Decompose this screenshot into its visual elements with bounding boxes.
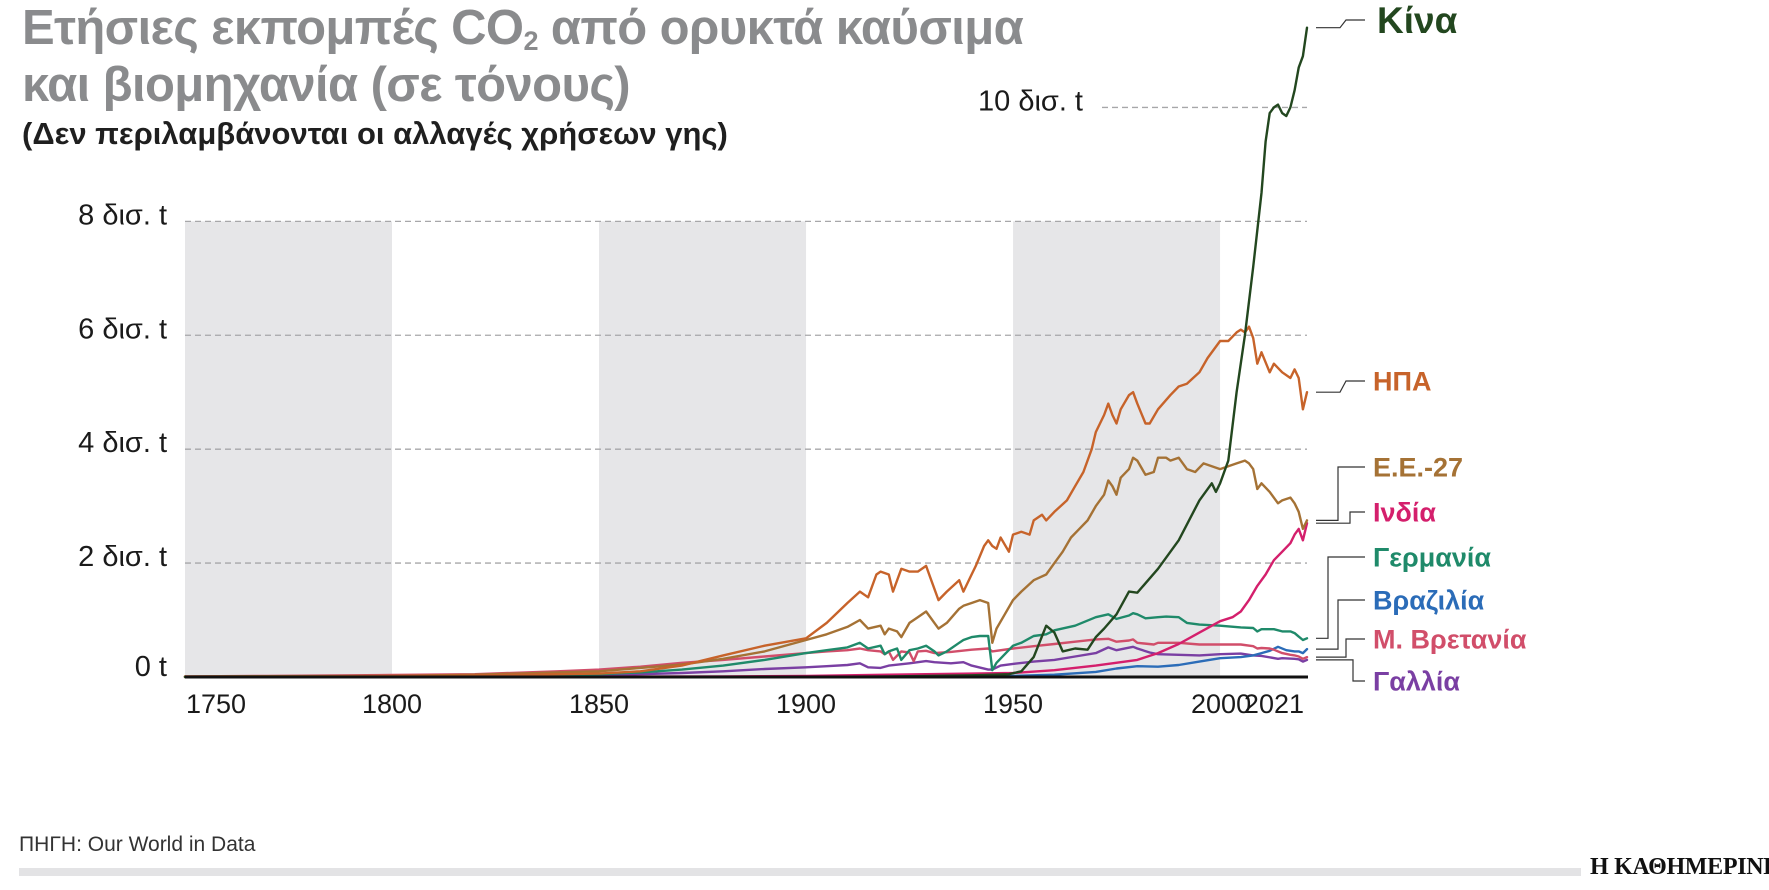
chart-subtitle: (Δεν περιλαμβάνονται οι αλλαγές χρήσεων … [22, 116, 728, 151]
chart-title-line2: και βιομηχανία (σε τόνους) [22, 58, 631, 112]
x-tick-label-1750: 1750 [186, 689, 246, 719]
y-tick-label-0: 0 t [135, 651, 167, 683]
y-tick-label-10: 10 δισ. t [978, 85, 1083, 117]
leader-line-ηπα [1316, 380, 1365, 393]
series-label-μ-βρετανια: Μ. Βρετανία [1373, 624, 1527, 654]
y-tick-label-6: 6 δισ. t [78, 313, 167, 345]
source-note: ΠΗΓΗ: Our World in Data [19, 833, 256, 856]
leader-line-γερμανια [1316, 556, 1365, 639]
series-label-ε-ε-27: Ε.Ε.-27 [1373, 452, 1463, 482]
label-leader-lines [1316, 19, 1365, 682]
y-tick-label-2: 2 δισ. t [78, 541, 167, 573]
title-part1: Ετήσιες εκπομπές CO [22, 1, 524, 55]
x-tick-label-1950: 1950 [983, 689, 1043, 719]
footer-divider [19, 868, 1581, 876]
leader-line-μ-βρετανια [1316, 638, 1365, 658]
chart-title: Ετήσιες εκπομπές CO2 από ορυκτά καύσιμα … [22, 0, 1024, 114]
leader-line-κινα [1316, 19, 1365, 29]
title-part2: από ορυκτά καύσιμα [537, 1, 1024, 55]
leader-line-βραζιλια [1316, 599, 1365, 650]
series-label-βραζιλια: Βραζιλία [1373, 585, 1485, 615]
title-subscript: 2 [523, 26, 538, 56]
series-lines [183, 26, 1309, 679]
series-line-γερμανια [183, 612, 1309, 678]
y-axis-labels: 0 t 2 δισ. t 4 δισ. t 6 δισ. t 8 δισ. t 10 δι… [78, 85, 1083, 683]
series-line-ε-ε-27 [183, 456, 1309, 678]
series-line-μ-βρετανια [183, 637, 1309, 678]
x-tick-label-1800: 1800 [362, 689, 422, 719]
x-tick-label-2000: 2000 [1191, 689, 1251, 719]
publisher-logo: Η ΚΑΘΗΜΕΡΙΝΗ [1590, 854, 1769, 880]
series-line-ηπα [183, 325, 1309, 679]
shaded-band-2 [599, 221, 807, 677]
leader-line-γαλλια [1316, 659, 1365, 682]
series-labels: Κίνα ΗΠΑ Ε.Ε.-27 Ινδία Γερμανία Βραζιλία Μ. Βρ… [1373, 0, 1527, 696]
x-tick-label-1900: 1900 [776, 689, 836, 719]
series-line-ινδια [183, 522, 1309, 679]
leader-line-ινδια [1316, 511, 1365, 524]
series-label-ινδια: Ινδία [1373, 497, 1436, 527]
series-label-γαλλια: Γαλλία [1373, 666, 1460, 696]
x-tick-label-1850: 1850 [569, 689, 629, 719]
x-tick-label-2021: 2021 [1244, 689, 1304, 719]
chart-title-line1: Ετήσιες εκπομπές CO2 από ορυκτά καύσιμα [22, 0, 1024, 57]
leader-line-ε-ε-27 [1316, 466, 1365, 521]
series-line-κινα [183, 26, 1309, 679]
series-label-ηπα: ΗΠΑ [1373, 366, 1432, 396]
y-tick-label-8: 8 δισ. t [78, 199, 167, 231]
series-label-γερμανια: Γερμανία [1373, 542, 1491, 572]
y-tick-label-4: 4 δισ. t [78, 427, 167, 459]
series-line-γαλλια [183, 645, 1309, 679]
series-label-κινα: Κίνα [1377, 0, 1458, 41]
